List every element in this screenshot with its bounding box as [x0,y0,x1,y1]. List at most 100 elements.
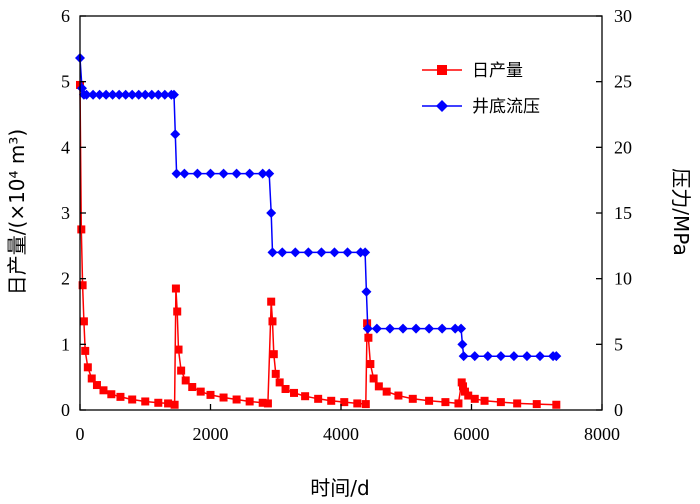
series-1-point [171,168,182,179]
series-1-point [456,323,467,334]
series-1-point [264,168,275,179]
series-0-point [480,396,489,405]
series-0-point [232,395,241,404]
series-0-point [269,350,278,359]
series-1-point [450,323,461,334]
series-1-point [81,89,92,100]
series-1-point [361,286,372,297]
series-0-point [177,366,186,375]
series-0-point [454,399,463,408]
series-0-point [382,387,391,396]
series-0-point [364,333,373,342]
series-0-point [290,388,299,397]
series-0-point [314,394,323,403]
series-0-point [164,399,173,408]
series-0-point [268,317,277,326]
series-1-point [101,89,112,100]
series-0-point [116,392,125,401]
series-0-point [245,397,254,406]
left-y-tick-label: 2 [61,269,70,289]
series-0-point [513,399,522,408]
series-0-point [77,225,86,234]
right-y-axis-title: 压力/MPa [669,168,693,255]
legend-marker-0 [437,65,447,75]
series-0-point [107,390,116,399]
series-0-point [340,398,349,407]
series-1-point [362,323,373,334]
series-0-point [263,399,272,408]
series-1-point [231,168,242,179]
left-y-tick-label: 6 [61,6,70,26]
series-0-point [79,317,88,326]
series-0-point [206,390,215,399]
series-0-point [87,374,96,383]
series-1-point [244,168,255,179]
series-1-point [257,168,268,179]
series-1-point [107,89,118,100]
x-axis-title: 时间/d [310,476,369,500]
series-1-point [205,168,216,179]
x-tick-label: 6000 [454,424,490,444]
series-1-point [94,89,105,100]
left-y-tick-label: 3 [61,203,70,223]
series-0-point [425,396,434,405]
series-0-point [496,398,505,407]
series-0-point [275,378,284,387]
series-1-point [192,168,203,179]
series-1-point [495,351,506,362]
axes: 0 2000 4000 6000 8000 0 1 2 3 4 5 6 0 5 10 15 20 25 30 [61,6,632,444]
series-1-point [551,351,562,362]
series-0-point [92,381,101,390]
series-1-point [218,168,229,179]
left-y-axis-title: 日产量/(×10⁴ m³) [5,129,29,295]
series-1-point [411,323,422,334]
series-0-point [128,395,137,404]
series-0-point [552,400,561,409]
series-0-point [301,392,310,401]
series-1-point [457,339,468,350]
series-0-point [366,360,375,369]
series-1-point [342,247,353,258]
series-1-point [458,351,469,362]
series-1-point [508,351,519,362]
series-0-point [374,382,383,391]
series-0-point [267,297,276,306]
series-0-point [78,281,87,290]
series-0-point [470,394,479,403]
series-1-point [153,89,164,100]
series-0-point [171,284,180,293]
series-1-point [114,89,125,100]
series-1-point [267,247,278,258]
series-0-point [369,374,378,383]
right-y-tick-label: 15 [614,203,632,223]
legend-marker-1 [436,100,448,112]
series-1-point [140,89,151,100]
series-0-point [353,399,362,408]
series-1-point [303,247,314,258]
series-0-point [141,397,150,406]
series-0-point [188,383,197,392]
series-1-point [360,247,371,258]
x-tick-label: 4000 [323,424,359,444]
x-tick-label: 8000 [584,424,620,444]
series-1-point [290,247,301,258]
right-y-tick-label: 10 [614,269,632,289]
series-0-point [394,391,403,400]
series-0-point [361,400,370,409]
series-1-point [179,168,190,179]
series-0-point [408,394,417,403]
series-1-point [170,129,181,140]
right-y-tick-label: 25 [614,72,632,92]
series-0-point [327,396,336,405]
series-1-point [384,323,395,334]
series-0-point [459,382,468,391]
plot-area [75,53,562,409]
series-1-point [133,89,144,100]
right-y-tick-label: 30 [614,6,632,26]
series-0-point [532,400,541,409]
x-tick-label: 0 [76,424,85,444]
series-1-point [521,351,532,362]
series-1-point [266,208,277,218]
series-0-point [81,346,90,355]
